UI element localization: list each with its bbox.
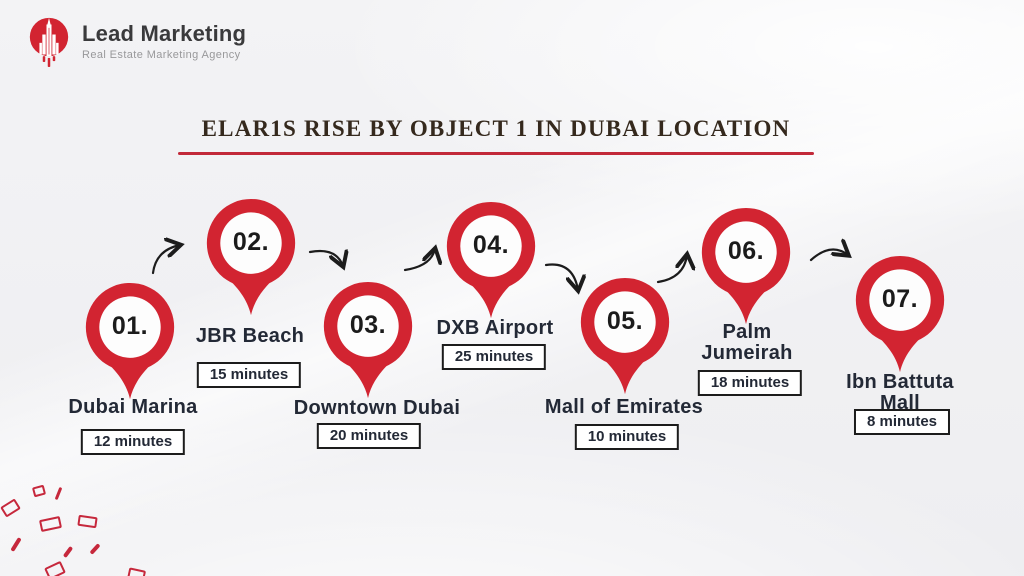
location-name: Dubai Marina [68,396,198,418]
confetti-piece [38,515,63,533]
travel-time: 8 minutes [866,413,938,430]
confetti-piece [77,514,98,529]
confetti-piece [44,560,66,576]
map-pin-icon: 02. [203,198,299,317]
travel-time-badge: 12 minutes [80,429,186,455]
confetti-piece [10,537,22,552]
pin-number: 04. [472,231,510,259]
pin-number: 03. [349,311,387,339]
confetti-piece [62,545,74,559]
travel-time-badge: 10 minutes [574,424,680,450]
map-pin-icon: 06. [698,207,794,326]
pin-number: 07. [881,285,919,313]
confetti-piece [31,484,47,498]
pin-number: 02. [232,228,270,256]
arrow-1-2 [151,245,180,275]
location-name: Palm Jumeirah [701,321,793,364]
travel-time: 20 minutes [329,427,409,444]
location-name: Ibn Battuta Mall [846,371,954,414]
pin-number: 05. [606,307,644,335]
logo-title: Lead Marketing [82,21,247,46]
travel-time: 10 minutes [587,428,667,445]
confetti-piece [0,498,21,518]
confetti-piece [126,567,147,576]
map-pin-icon: 07. [852,255,948,374]
arrow-2-3 [308,251,343,266]
location-name: Mall of Emirates [544,396,704,418]
map-pin-icon: 05. [577,277,673,396]
pin-number: 06. [727,237,765,265]
travel-time: 15 minutes [209,366,289,383]
location-name: DXB Airport [436,317,554,339]
travel-time: 25 minutes [454,348,534,365]
arrow-6-7 [809,250,848,262]
travel-time: 18 minutes [710,374,790,391]
pin-number: 01. [111,312,149,340]
location-name: Downtown Dubai [293,397,461,419]
brand-logo: Lead Marketing Real Estate Marketing Age… [24,14,246,70]
location-name: JBR Beach [195,325,305,347]
arrow-3-4 [403,249,435,272]
header: ELAR1S RISE BY OBJECT 1 IN DUBAI LOCATIO… [178,116,814,155]
travel-time-badge: 20 minutes [316,423,422,449]
map-pin-icon: 01. [82,282,178,401]
tower-in-red-circle-icon [29,17,69,67]
confetti-piece [54,486,63,501]
travel-time-badge: 18 minutes [697,370,803,396]
travel-time-badge: 8 minutes [853,409,951,435]
travel-time: 12 minutes [93,433,173,450]
page-title: ELAR1S RISE BY OBJECT 1 IN DUBAI LOCATIO… [201,116,791,141]
map-pin-icon: 03. [320,281,416,400]
travel-time-badge: 25 minutes [441,344,547,370]
map-pin-icon: 04. [443,201,539,320]
title-underline [178,152,814,155]
confetti-piece [89,543,101,555]
arrow-4-5 [544,263,578,290]
travel-time-badge: 15 minutes [196,362,302,388]
logo-subtitle: Real Estate Marketing Agency [82,49,241,61]
